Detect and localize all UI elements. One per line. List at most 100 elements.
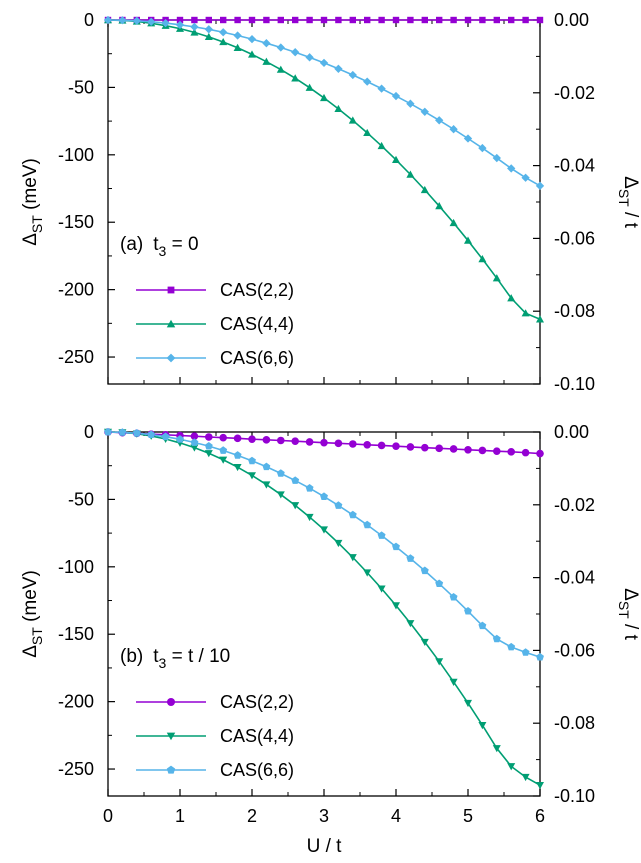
panel-b-data-point: [421, 443, 429, 452]
panel-a-data-point: [248, 50, 256, 58]
panel-a-data-point: [449, 218, 458, 227]
panel-a-data-point: [364, 16, 371, 24]
panel-b-data-point: [205, 433, 213, 441]
panel-a-data-point: [522, 16, 529, 24]
panel-b-legend-label: CAS(4,4): [220, 726, 294, 746]
panel-b-data-point: [291, 476, 300, 484]
panel-b-data-point: [464, 445, 472, 454]
panel-a-data-point: [348, 70, 357, 80]
panel-a-data-point: [263, 16, 270, 24]
panel-b-data-point: [536, 782, 544, 790]
panel-a-data-point: [204, 25, 213, 34]
panel-b-data-point: [320, 492, 328, 500]
panel-b-data-point: [449, 678, 458, 686]
panel-a-legend-marker: [166, 319, 176, 328]
panel-b-x-axis-label: U / t: [307, 836, 343, 857]
panel-a-data-point: [407, 16, 414, 24]
panel-b-y2-tick-label: 0.00: [554, 422, 589, 442]
panel-a-data-point: [276, 43, 285, 52]
panel-b-data-point: [276, 491, 285, 499]
panel-a-data-point: [421, 16, 428, 24]
panel-a-data-point: [103, 15, 113, 25]
panel-b-data-point: [392, 542, 400, 551]
panel-a-data-point: [205, 16, 212, 24]
panel-a-data-point: [464, 236, 472, 244]
panel-a-data-point: [392, 155, 400, 164]
panel-b-data-point: [305, 513, 314, 522]
panel-a-ticks: 0 -50 -100 -150 -200 -250 0.00 -0.02 -0.04 -0.06 -…: [58, 10, 595, 394]
panel-a-data-point: [291, 74, 300, 82]
panel-a-data-point: [507, 294, 516, 302]
panel-b-series-markers: [104, 427, 544, 790]
panel-b-data-point: [377, 585, 386, 593]
panel-b-data-point: [392, 442, 400, 450]
panel-b-legend: CAS(2,2) CAS(4,4) CAS(6,6): [136, 692, 294, 780]
panel-a-data-point: [305, 53, 314, 62]
panel-b-legend-marker: [166, 765, 176, 774]
panel-b-data-point: [493, 447, 501, 455]
panel-a-data-point: [335, 16, 342, 24]
panel-a-data-point: [406, 170, 415, 178]
panel-b-x-tick-label: 4: [391, 806, 401, 826]
panel-a-series-line-3: [107, 19, 541, 187]
panel-a: 0 -50 -100 -150 -200 -250 0.00 -0.02 -0.04 -0.06 -…: [20, 10, 641, 394]
panel-a-data-point: [233, 31, 242, 40]
panel-a-data-point: [391, 91, 401, 101]
panel-a-data-point: [319, 58, 329, 68]
panel-b-plot-frame: [107, 431, 541, 797]
panel-b-data-point: [190, 444, 199, 452]
panel-a-data-point: [161, 18, 170, 28]
panel-a-data-point: [349, 16, 356, 24]
panel-a-y2-tick-label: 0.00: [554, 10, 589, 30]
panel-b-y2-tick-label: -0.04: [554, 568, 595, 588]
panel-a-data-point: [479, 16, 486, 24]
panel-b-y-tick-label: -150: [58, 624, 94, 644]
panel-a-data-point: [406, 99, 415, 108]
panel-b-data-point: [420, 566, 429, 575]
panel-a-data-point: [392, 16, 400, 24]
panel-b-y2-tick-label: -0.08: [554, 713, 595, 733]
panel-a-data-point: [478, 255, 487, 263]
panel-b-data-point: [507, 448, 515, 456]
panel-b-x-tick-label: 3: [319, 806, 329, 826]
panel-a-data-point: [219, 28, 228, 37]
panel-b-data-point: [320, 526, 328, 534]
panel-a-data-point: [175, 20, 185, 30]
panel-b-data-point: [248, 472, 256, 480]
panel-b-data-point: [377, 531, 386, 539]
panel-a-series-markers: [103, 15, 545, 323]
panel-a-data-point: [334, 64, 343, 73]
panel-a-data-point: [507, 164, 516, 173]
panel-a-data-point: [262, 39, 271, 48]
panel-a-data-point: [219, 37, 228, 46]
panel-b-data-point: [204, 450, 213, 458]
panel-a-data-point: [276, 65, 285, 73]
panel-a-data-point: [377, 84, 386, 93]
panel-b-data-point: [334, 439, 343, 448]
panel-b-data-point: [363, 441, 372, 449]
panel-a-y-tick-label: 0: [84, 10, 94, 30]
panel-a-data-point: [132, 16, 141, 25]
panel-a-data-point: [449, 125, 458, 134]
panel-a-annotation: (a) t3 = 0: [120, 234, 199, 259]
panel-a-y2-tick-label: -0.06: [554, 228, 595, 248]
panel-a-data-point: [234, 16, 241, 24]
panel-b-data-point: [435, 444, 444, 453]
panel-a-data-point: [493, 16, 500, 24]
panel-a-data-point: [348, 116, 357, 124]
panel-b-x-tick-label: 5: [463, 806, 473, 826]
panel-b-data-point: [219, 433, 227, 442]
panel-b-data-point: [219, 446, 228, 454]
panel-b-y2-axis-label: ΔST / t: [616, 588, 641, 640]
panel-b-data-point: [147, 430, 156, 439]
panel-b-data-point: [377, 441, 386, 450]
panel-b-y2-tick-label: -0.06: [554, 640, 595, 660]
panel-b-data-point: [406, 443, 415, 451]
panel-a-data-point: [535, 181, 545, 190]
panel-b-y-tick-label: -200: [58, 692, 94, 712]
panel-b-data-point: [449, 445, 458, 453]
panel-b-x-tick-label: 2: [247, 806, 257, 826]
panel-a-y2-tick-label: -0.10: [554, 374, 595, 394]
panel-b-data-point: [392, 602, 400, 610]
